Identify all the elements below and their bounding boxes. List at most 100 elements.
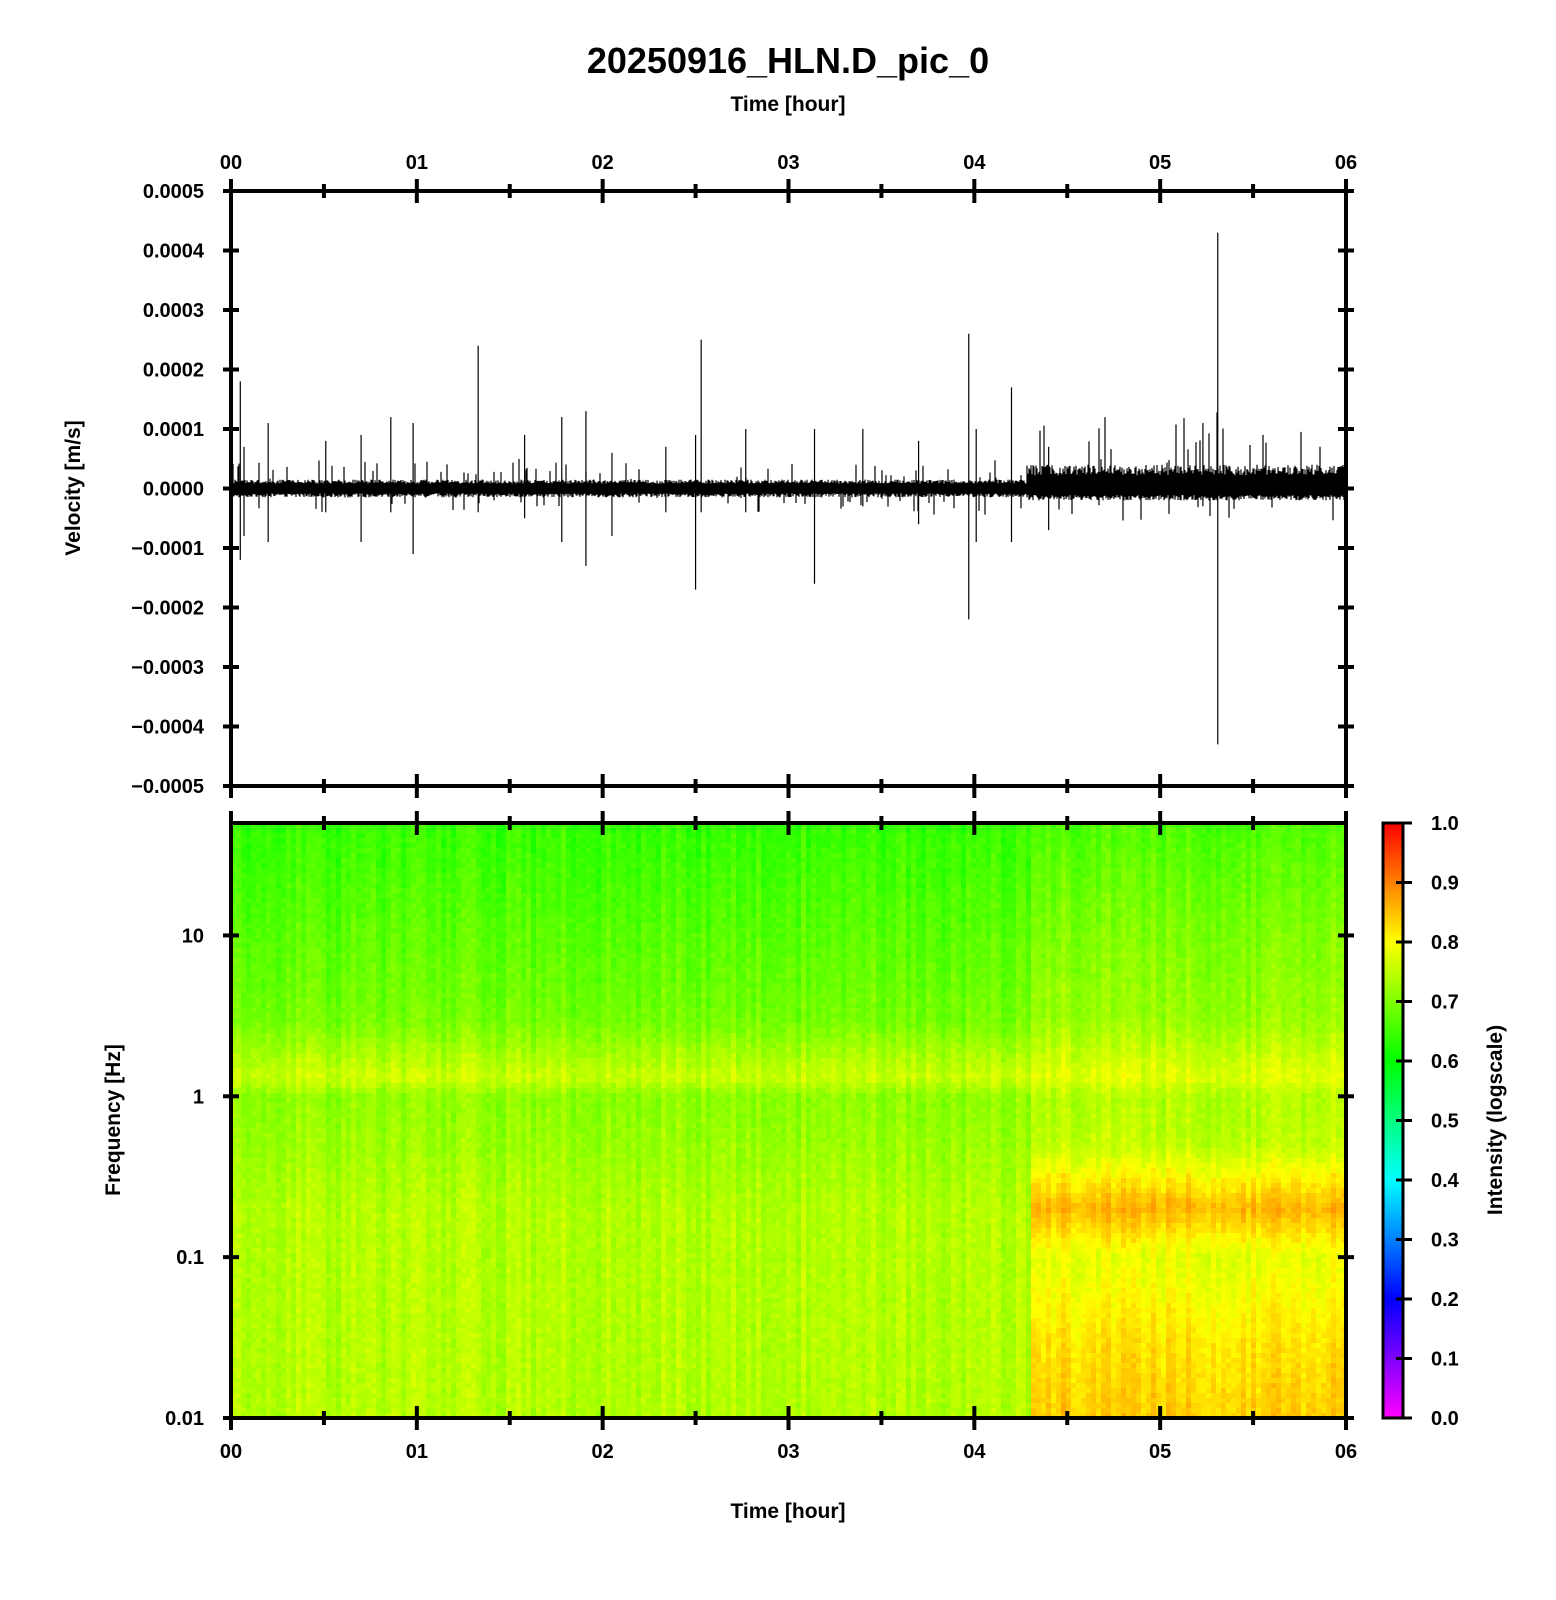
spectrogram-cell (341, 1183, 347, 1189)
spectrogram-cell (306, 1228, 312, 1234)
spectrogram-cell (291, 933, 297, 939)
spectrogram-cell (371, 1288, 377, 1294)
spectrogram-cell (246, 1153, 252, 1159)
spectrogram-cell (316, 993, 322, 999)
spectrogram-cell (351, 1148, 357, 1154)
spectrogram-cell (381, 843, 387, 849)
spectrogram-cell (326, 893, 332, 899)
spectrogram-cell (281, 1213, 287, 1219)
spectrogram-cell (291, 1003, 297, 1009)
spectrogram-cell (396, 1093, 402, 1099)
spectrogram-cell (241, 1338, 247, 1344)
spectrogram-cell (291, 1408, 297, 1414)
spectrogram-cell (316, 1083, 322, 1089)
spectrogram-cell (356, 1013, 362, 1019)
spectrogram-cell (366, 1048, 372, 1054)
spectrogram-cell (356, 1203, 362, 1209)
spectrogram-cell (401, 1348, 407, 1354)
spectrogram-cell (276, 1273, 282, 1279)
spectrogram-cell (246, 863, 252, 869)
spectrogram-cell (296, 943, 302, 949)
spectrogram-cell (411, 1308, 417, 1314)
spectrogram-cell (336, 958, 342, 964)
spectrogram-cell (306, 1148, 312, 1154)
spectrogram-cell (316, 1013, 322, 1019)
spectrogram-cell (316, 1303, 322, 1309)
spectrogram-cell (336, 1138, 342, 1144)
spectrogram-cell (366, 1398, 372, 1404)
spectrogram-cell (351, 1338, 357, 1344)
spectrogram-cell (281, 993, 287, 999)
spectrogram-cell (246, 1088, 252, 1094)
spectrogram-cell (331, 978, 337, 984)
spectrogram-cell (411, 1148, 417, 1154)
spectrogram-cell (281, 893, 287, 899)
spectrogram-cell (241, 1123, 247, 1129)
spectrogram-cell (361, 1093, 367, 1099)
spectrogram-cell (321, 1028, 327, 1034)
spectrogram-cell (236, 1243, 242, 1249)
spectrogram-cell (361, 1073, 367, 1079)
spectrogram-cell (341, 1278, 347, 1284)
spectrogram-cell (331, 873, 337, 879)
spectrogram-cell (266, 918, 272, 924)
spectrogram-cell (266, 1238, 272, 1244)
spectrogram-cell (276, 1038, 282, 1044)
spectrogram-cell (281, 1368, 287, 1374)
spectrogram-cell (276, 1388, 282, 1394)
spectrogram-cell (386, 1003, 392, 1009)
spectrogram-cell (326, 1228, 332, 1234)
spectrogram-cell (256, 958, 262, 964)
spectrogram-cell (401, 1168, 407, 1174)
spectrogram-cell (241, 1268, 247, 1274)
spectrogram-cell (321, 843, 327, 849)
spectrogram-cell (251, 1288, 257, 1294)
spectrogram-cell (391, 1008, 397, 1014)
spectrogram-cell (366, 948, 372, 954)
spectrogram-cell (366, 1313, 372, 1319)
spectrogram-cell (321, 1078, 327, 1084)
spectrogram-cell (381, 1138, 387, 1144)
spectrogram-cell (371, 1338, 377, 1344)
spectrogram-cell (246, 1148, 252, 1154)
spectrogram-cell (366, 1113, 372, 1119)
spectrogram-cell (316, 1248, 322, 1254)
spectrogram-cell (311, 903, 317, 909)
spectrogram-cell (376, 863, 382, 869)
spectrogram-cell (261, 903, 267, 909)
spectrogram-cell (286, 1148, 292, 1154)
spectrogram-cell (311, 893, 317, 899)
spectrogram-cell (306, 1248, 312, 1254)
spectrogram-cell (361, 1138, 367, 1144)
spectrogram-cell (331, 1043, 337, 1049)
spectrogram-cell (371, 1168, 377, 1174)
spectrogram-cell (331, 1318, 337, 1324)
spectrogram-cell (311, 1123, 317, 1129)
spectrogram-cell (311, 828, 317, 834)
spectrogram-cell (346, 1038, 352, 1044)
spectrogram-cell (286, 1353, 292, 1359)
spectrogram-cell (281, 1138, 287, 1144)
spectrogram-cell (256, 1153, 262, 1159)
spectrogram-cell (246, 928, 252, 934)
spectrogram-cell (376, 1228, 382, 1234)
spectrogram-cell (251, 1203, 257, 1209)
spectrogram-cell (306, 893, 312, 899)
spectrogram-cell (316, 948, 322, 954)
spectrogram-cell (361, 943, 367, 949)
spectrogram-cell (386, 853, 392, 859)
spectrogram-cell (331, 1188, 337, 1194)
spectrogram-cell (406, 848, 412, 854)
spectrogram-cell (351, 1033, 357, 1039)
spectrogram-cell (366, 1218, 372, 1224)
spectrogram-cell (306, 873, 312, 879)
spectrogram-cell (256, 1188, 262, 1194)
spectrogram-cell (371, 913, 377, 919)
spectrogram-cell (331, 1128, 337, 1134)
spectrogram-cell (316, 1253, 322, 1259)
spectrogram-cell (306, 828, 312, 834)
spectrogram-cell (386, 1343, 392, 1349)
spectrogram-cell (266, 1003, 272, 1009)
spectrogram-cell (306, 1298, 312, 1304)
spectrogram-cell (376, 968, 382, 974)
